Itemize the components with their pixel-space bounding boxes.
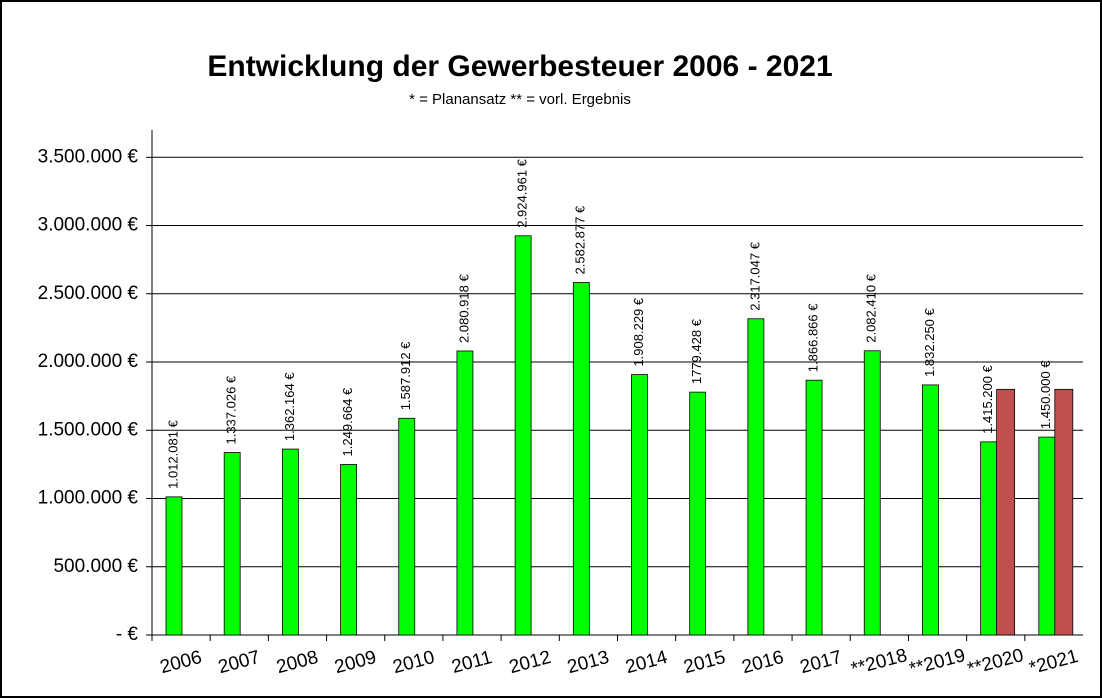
bar [922, 384, 939, 636]
y-tick-label: 3.000.000 € [38, 215, 139, 236]
value-label: 1.832.250 € [922, 307, 937, 376]
bar [631, 374, 648, 636]
y-tick-label: 3.500.000 € [38, 146, 139, 167]
value-label: 1.450.000 € [1038, 360, 1053, 429]
bar [456, 350, 474, 636]
y-tick-label: 2.500.000 € [38, 283, 139, 304]
bar [996, 388, 1016, 636]
value-label: 1.587.912 € [398, 341, 413, 410]
bar [1054, 388, 1074, 636]
value-label: 2.582.877 € [573, 205, 588, 274]
bar [340, 464, 357, 636]
value-label: 1779.428 € [689, 318, 704, 384]
value-label: 1.362.164 € [282, 372, 297, 441]
value-label: 1.415.200 € [980, 364, 995, 433]
y-tick-label: 1.500.000 € [38, 419, 139, 440]
bar [398, 417, 416, 636]
bar [572, 282, 590, 636]
bar [689, 391, 707, 636]
y-tick-label: 500.000 € [53, 556, 138, 577]
bar [863, 350, 881, 636]
bar [980, 441, 998, 636]
value-label: 1.012.081 € [165, 419, 180, 488]
bar [165, 496, 183, 636]
value-label: 1.249.664 € [340, 387, 355, 456]
value-label: 1.866.866 € [806, 303, 821, 372]
y-tick-label: 2.000.000 € [38, 351, 139, 372]
chart-subtitle: * = Planansatz ** = vorl. Ergebnis [409, 91, 631, 108]
value-label: 2.924.961 € [515, 158, 530, 227]
value-label: 2.080.918 € [456, 274, 471, 343]
value-label: 1.337.026 € [224, 375, 239, 444]
bar [281, 448, 299, 636]
bar [1038, 436, 1056, 636]
y-tick-label: 1.000.000 € [38, 488, 139, 509]
bar [223, 452, 241, 636]
bar [514, 235, 532, 636]
bar [805, 379, 823, 636]
chart-title: Entwicklung der Gewerbesteuer 2006 - 202… [207, 50, 832, 83]
bar [747, 318, 765, 636]
value-label: 2.082.410 € [864, 273, 879, 342]
y-tick-label: - € [116, 624, 139, 645]
value-label: 1.908.229 € [631, 297, 646, 366]
value-label: 2.317.047 € [747, 241, 762, 310]
